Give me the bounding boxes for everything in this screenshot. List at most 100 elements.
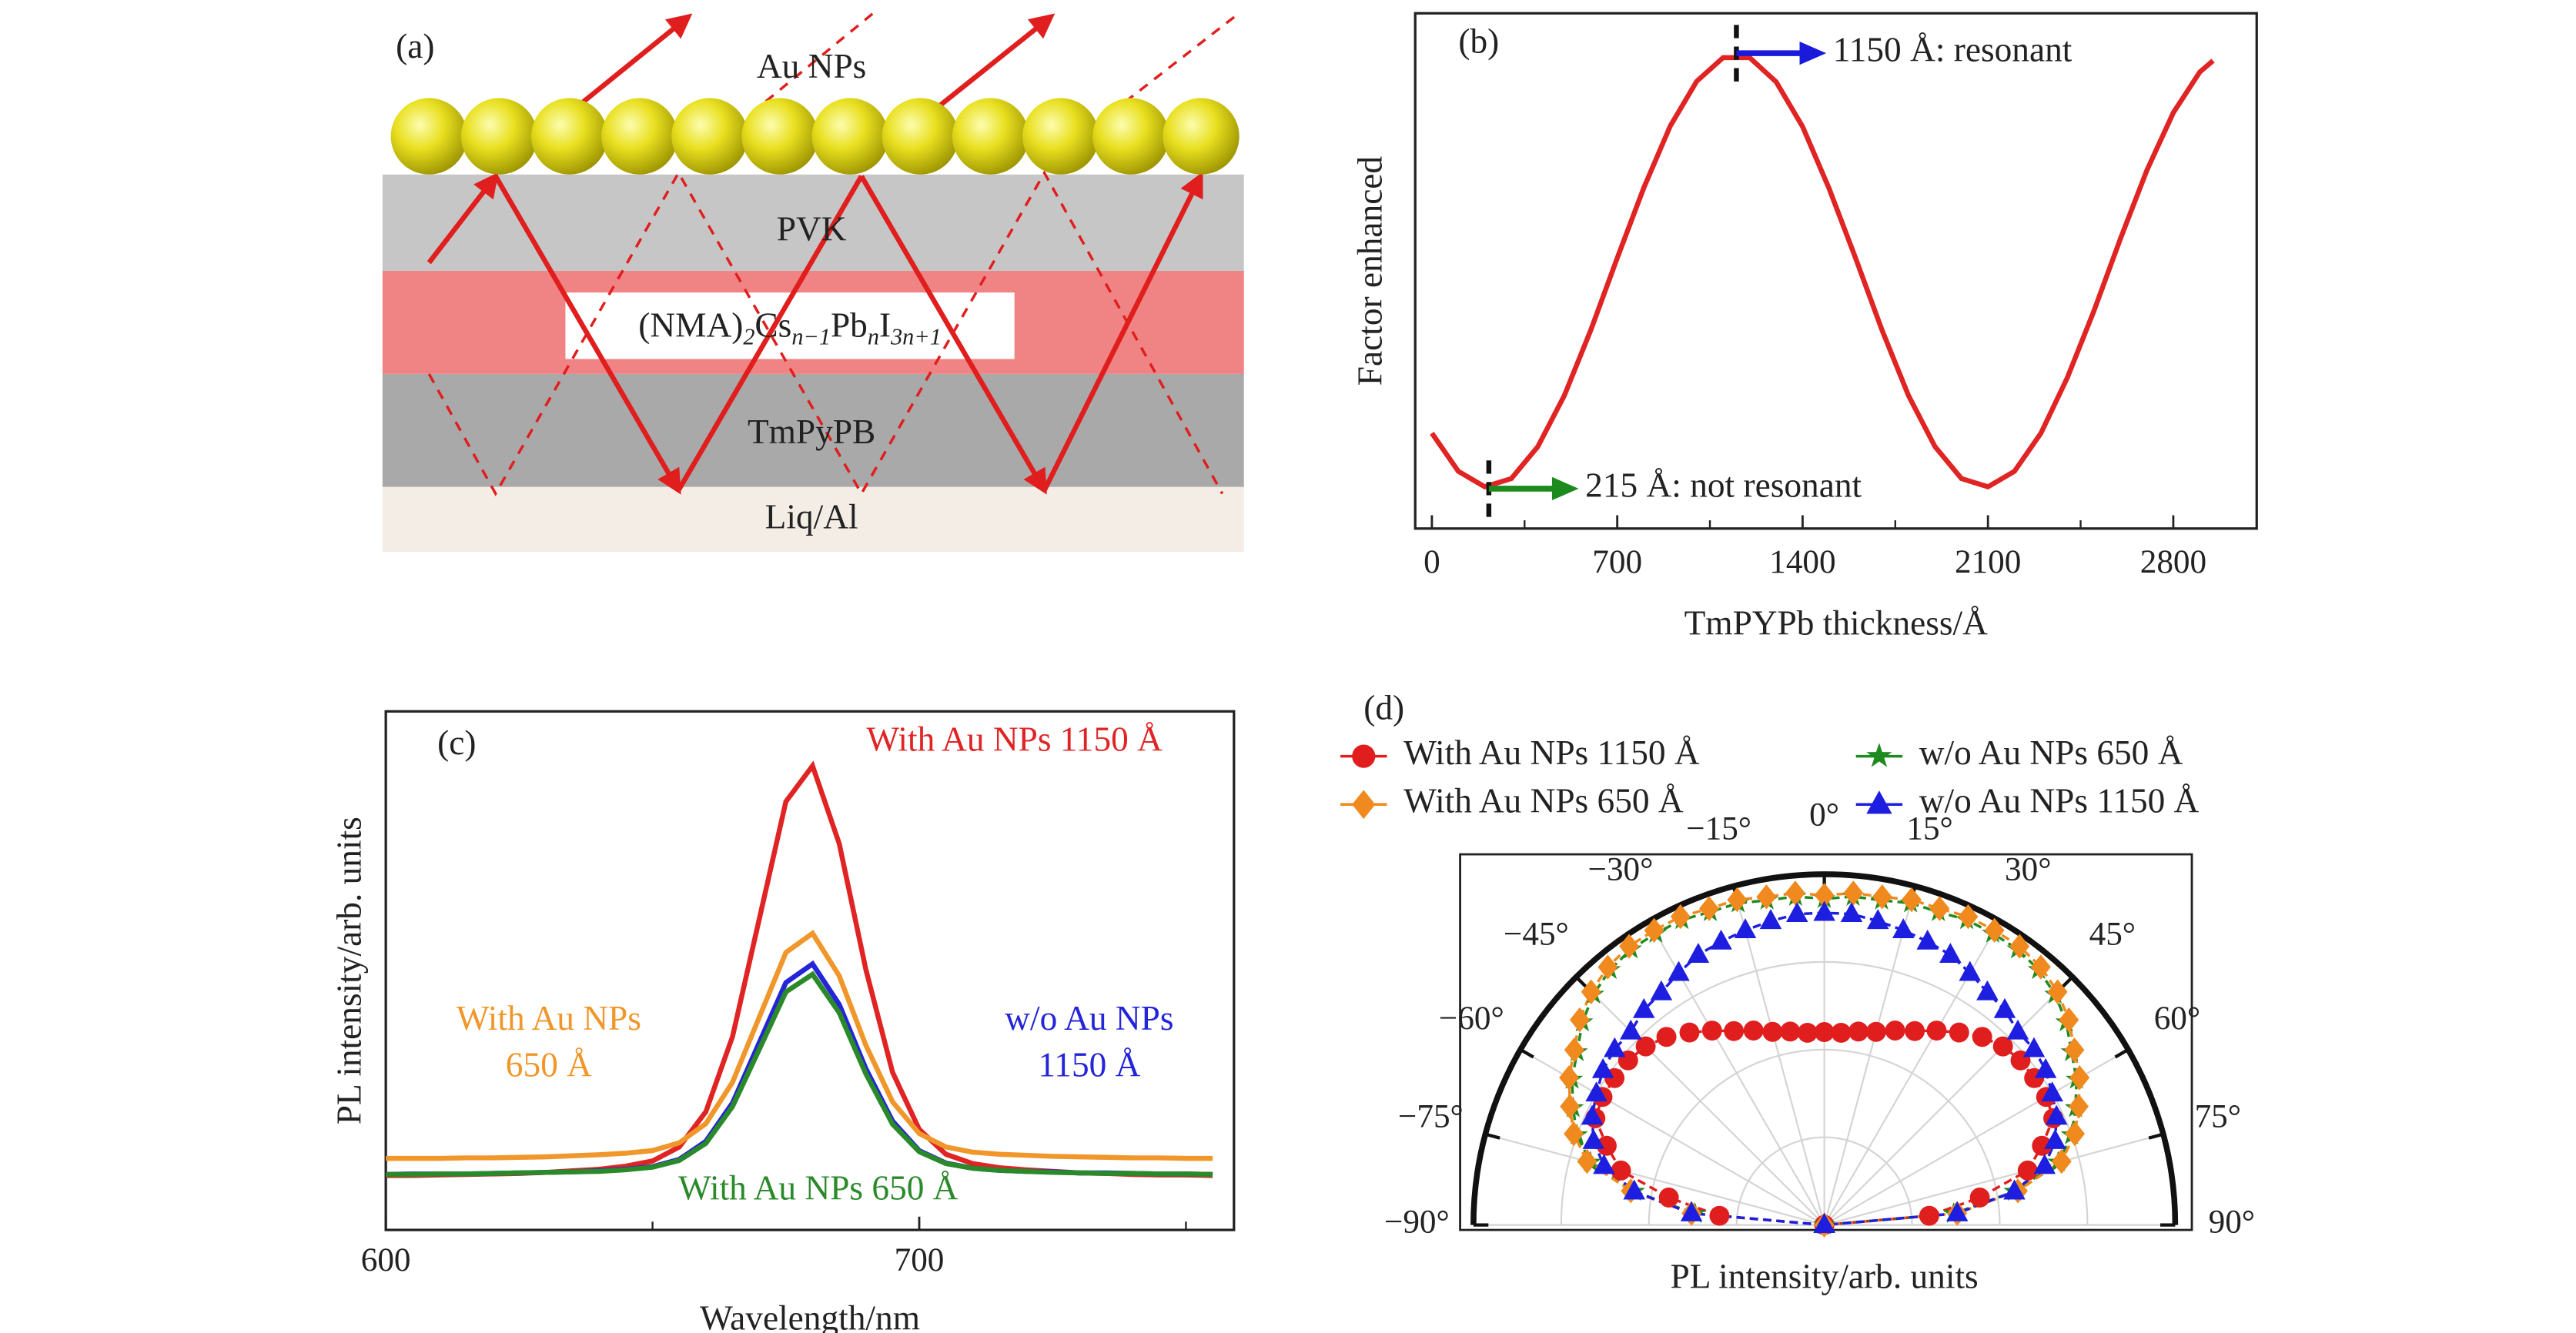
plot-frame [384, 710, 1236, 1231]
data-point [1892, 918, 1915, 939]
formula-text: Cs [754, 306, 791, 345]
data-point [1619, 1019, 1642, 1040]
data-point [1699, 896, 1719, 921]
x-tick-label: 1400 [1769, 544, 1835, 580]
angle-tick-label: −90° [1384, 1204, 1450, 1241]
x-axis-label: Wavelength/nm [700, 1298, 920, 1333]
data-point [1840, 902, 1863, 922]
angle-tick-label: −15° [1686, 810, 1751, 847]
series-label: w/o Au NPs 1150 Å [1005, 1000, 1173, 1084]
nanoparticle [530, 98, 608, 175]
data-point [1710, 929, 1732, 950]
panel-label: (d) [1363, 689, 1404, 727]
formula-subscript: n−1 [791, 323, 831, 349]
data-point [1843, 880, 1864, 906]
formula-text: (NMA) [638, 306, 743, 345]
nanoparticle [882, 98, 959, 175]
series-label-line: w/o Au NPs [1005, 1000, 1173, 1038]
layer-label: Liq/Al [765, 497, 858, 536]
data-point [1658, 1188, 1679, 1208]
data-point [1813, 900, 1835, 921]
nanoparticle [1163, 98, 1239, 175]
annotation-arrowhead [1799, 41, 1827, 65]
angle-tick-label: −60° [1439, 1001, 1504, 1037]
data-point [1596, 1135, 1617, 1156]
formula-text: I [879, 306, 891, 345]
data-point [1786, 902, 1808, 922]
nanoparticle [1022, 98, 1099, 175]
data-point [2003, 1179, 2026, 1200]
data-point [1972, 1027, 1992, 1047]
data-point [1593, 1154, 1615, 1174]
layer-label: Au NPs [757, 47, 866, 85]
angle-tick-label: 60° [2154, 1001, 2200, 1037]
angle-tick-label: −30° [1588, 851, 1654, 887]
data-point [2032, 1135, 2052, 1156]
legend-label: w/o Au NPs 650 Å [1919, 733, 2183, 772]
panel-label: (b) [1458, 22, 1499, 61]
angle-grid [1648, 920, 1825, 1226]
data-point [1623, 1179, 1646, 1200]
data-point [2006, 1019, 2029, 1040]
data-point [1785, 880, 1805, 906]
angle-tick-label: 0° [1809, 797, 1839, 833]
data-point [1992, 1036, 2013, 1057]
layer-label: TmPyPB [748, 413, 875, 451]
data-point [1984, 917, 2005, 944]
angle-tick-label: 90° [2209, 1204, 2255, 1241]
data-point [1919, 1205, 1939, 1226]
data-point [2033, 1154, 2056, 1174]
data-point [1901, 887, 1922, 913]
data-point [1560, 1094, 1581, 1119]
data-line [386, 930, 1213, 1161]
data-point [1813, 1213, 1835, 1233]
angle-grid [1824, 1133, 2164, 1226]
data-point [2022, 1037, 2046, 1057]
series-label: With Au NPs 650 Å [457, 1000, 641, 1084]
data-point [1759, 909, 1782, 930]
data-point [1597, 954, 1618, 980]
series-label-line: 650 Å [506, 1046, 592, 1084]
x-axis-label: TmPYPb thickness/Å [1684, 604, 1989, 643]
series-label-line: With Au NPs 650 Å [678, 1169, 958, 1208]
nanoparticle [741, 98, 818, 175]
data-point [2069, 1094, 2089, 1119]
data-point [1709, 1205, 1730, 1226]
data-point [1958, 904, 1979, 930]
data-point [1916, 929, 1939, 950]
data-point [1872, 884, 1892, 910]
legend-label: With Au NPs 650 Å [1403, 782, 1684, 820]
data-point [1945, 1201, 1969, 1221]
data-point [2064, 1037, 2085, 1063]
x-tick-label: 2100 [1955, 544, 2021, 580]
data-point [1993, 997, 2016, 1018]
data-point [1680, 1201, 1703, 1221]
data-point [1581, 1104, 1604, 1125]
data-point [1591, 1057, 1614, 1078]
legend-marker [1866, 790, 1892, 814]
data-point [1780, 1021, 1801, 1042]
data-point [1905, 1021, 1925, 1041]
tmpypb-layer [382, 373, 1244, 487]
angle-tick-label: 15° [1906, 810, 1952, 847]
data-point [1939, 943, 1962, 963]
data-point [2041, 1081, 2063, 1102]
data-point [1848, 1021, 1868, 1042]
data-point [1611, 1160, 1631, 1181]
series-label: With Au NPs 650 Å [678, 1169, 958, 1208]
formula-subscript: 2 [743, 323, 754, 349]
data-point [1670, 904, 1691, 930]
data-point [1668, 960, 1690, 981]
formula-subscript: 3n+1 [890, 323, 942, 349]
data-point [1724, 1021, 1745, 1041]
data-point [1762, 1021, 1783, 1042]
data-point [1959, 960, 1982, 981]
data-point [1756, 884, 1777, 910]
angle-tick-label: −45° [1504, 916, 1569, 952]
nanoparticle [460, 98, 538, 175]
data-point [1559, 1065, 1580, 1091]
data-point [1604, 1037, 1626, 1057]
formula-text: Pb [831, 306, 868, 345]
x-tick-label: 700 [895, 1242, 945, 1278]
angle-tick-label: 75° [2195, 1099, 2241, 1135]
